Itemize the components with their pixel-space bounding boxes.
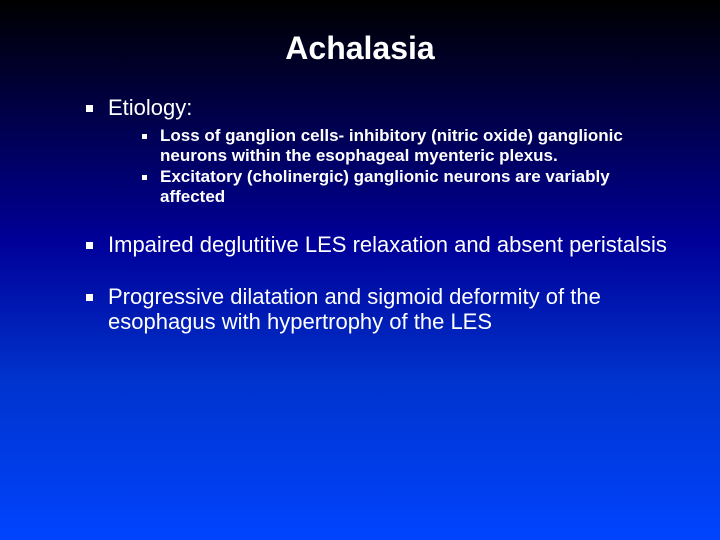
bullet-item: Impaired deglutitive LES relaxation and … [86, 232, 670, 257]
bullet-text: Impaired deglutitive LES relaxation and … [108, 232, 667, 257]
bullet-item: Etiology: Loss of ganglion cells- inhibi… [86, 95, 670, 206]
bullet-text: Etiology: [108, 95, 192, 120]
sub-bullet-item: Excitatory (cholinergic) ganglionic neur… [142, 167, 670, 206]
bullet-list: Etiology: Loss of ganglion cells- inhibi… [50, 95, 670, 334]
bullet-item: Progressive dilatation and sigmoid defor… [86, 284, 670, 335]
slide-title: Achalasia [50, 30, 670, 67]
bullet-text: Progressive dilatation and sigmoid defor… [108, 284, 601, 334]
sub-bullet-list: Loss of ganglion cells- inhibitory (nitr… [108, 126, 670, 206]
sub-bullet-item: Loss of ganglion cells- inhibitory (nitr… [142, 126, 670, 165]
